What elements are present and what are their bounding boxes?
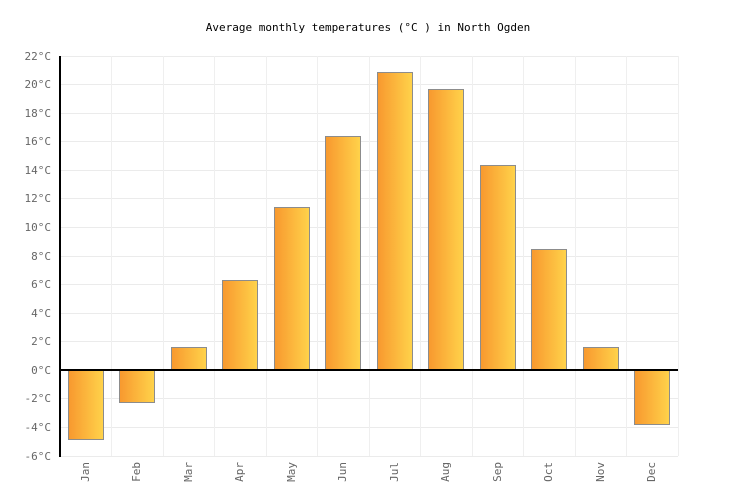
v-gridline — [317, 56, 318, 456]
v-gridline — [626, 56, 627, 456]
bar-jan — [67, 370, 104, 441]
y-tick-label: 20°C — [24, 78, 52, 92]
bar-jul — [376, 71, 413, 371]
v-gridline — [471, 56, 473, 456]
plot-area — [59, 55, 679, 457]
bar-nov — [582, 347, 619, 371]
x-month-label: Oct — [542, 462, 556, 482]
x-month-label: Feb — [130, 462, 144, 482]
y-tick-label: -4°C — [24, 420, 52, 434]
v-gridline — [574, 56, 576, 456]
y-tick-label: 22°C — [24, 49, 52, 63]
y-tick-label: 2°C — [31, 335, 51, 349]
y-tick-label: 8°C — [31, 249, 51, 263]
y-tick-label: 18°C — [24, 106, 52, 120]
bar-dec — [634, 370, 671, 425]
y-tick-label: 16°C — [24, 135, 52, 149]
v-gridline — [162, 56, 164, 456]
bar-jun — [325, 136, 362, 371]
v-gridline — [368, 56, 370, 456]
bar-mar — [170, 347, 207, 371]
x-month-label: Mar — [181, 462, 195, 482]
v-gridline — [111, 56, 112, 456]
bar-feb — [119, 370, 156, 404]
x-month-label: Dec — [645, 462, 659, 482]
y-tick-label: -2°C — [24, 392, 52, 406]
bar-apr — [222, 280, 259, 371]
y-tick-label: 0°C — [31, 363, 51, 377]
bar-oct — [531, 248, 568, 371]
y-tick-label: 4°C — [31, 306, 51, 320]
x-month-label: Sep — [490, 462, 504, 482]
y-axis-line — [59, 56, 61, 457]
y-tick-label: 6°C — [31, 278, 51, 292]
x-month-label: Jul — [387, 462, 401, 482]
v-gridline — [265, 56, 267, 456]
x-month-label: Aug — [439, 462, 453, 482]
x-month-label: Jun — [336, 462, 350, 482]
y-tick-label: 14°C — [24, 163, 52, 177]
zero-axis-line — [60, 369, 678, 372]
v-gridline — [677, 56, 679, 456]
chart-title: Average monthly temperatures (°C ) in No… — [205, 21, 531, 34]
v-gridline — [523, 56, 524, 456]
x-month-label: Apr — [233, 462, 247, 482]
x-month-label: Nov — [593, 462, 607, 482]
y-tick-label: 12°C — [24, 192, 52, 206]
v-gridline — [214, 56, 215, 456]
x-month-label: Jan — [78, 462, 92, 482]
x-month-label: May — [284, 462, 298, 482]
y-tick-label: 10°C — [24, 220, 52, 234]
v-gridline — [420, 56, 421, 456]
y-tick-label: -6°C — [24, 449, 52, 463]
bar-may — [273, 207, 310, 371]
bar-sep — [479, 164, 516, 371]
h-gridline — [60, 455, 678, 457]
bar-aug — [428, 88, 465, 371]
